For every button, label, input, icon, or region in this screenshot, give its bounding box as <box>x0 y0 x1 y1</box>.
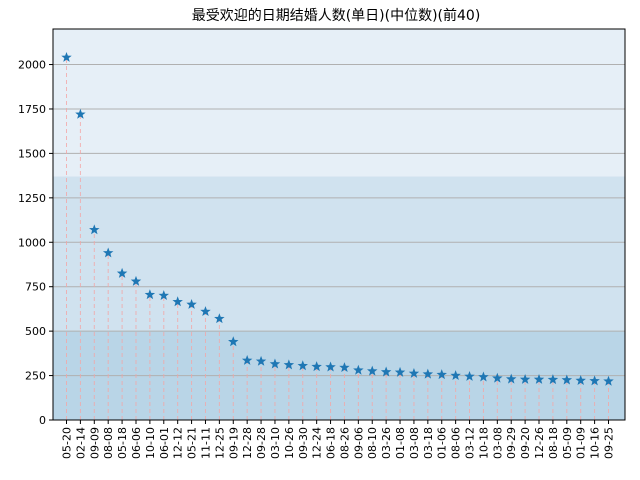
x-tick-label: 05-18 <box>116 427 129 459</box>
x-tick-label: 08-06 <box>450 427 463 459</box>
data-point <box>533 373 545 384</box>
x-tick-label: 06-01 <box>158 427 171 459</box>
data-point <box>353 364 364 375</box>
x-axis: 05-20 02-14 09-09 08-08 05-18 06-06 10-10 06-01… <box>61 420 616 459</box>
data-point <box>492 372 503 383</box>
background-bands <box>53 29 625 420</box>
background-band <box>53 29 625 177</box>
x-tick-label: 12-24 <box>311 427 324 459</box>
x-tick-label: 08-10 <box>366 427 379 459</box>
data-point <box>269 358 281 369</box>
x-tick-label: 12-28 <box>241 427 254 459</box>
y-tick-label: 2000 <box>18 59 46 72</box>
y-tick-label: 0 <box>39 414 46 427</box>
data-point <box>311 361 322 372</box>
x-tick-label: 12-26 <box>533 427 546 459</box>
x-tick-label: 12-25 <box>213 427 226 459</box>
data-point <box>547 374 559 385</box>
x-tick-label: 01-09 <box>575 427 588 459</box>
x-tick-label: 06-06 <box>130 427 143 459</box>
data-point <box>505 373 517 384</box>
x-tick-label: 08-08 <box>102 427 115 459</box>
data-points <box>61 51 614 386</box>
data-point <box>589 375 600 386</box>
data-point <box>61 51 72 62</box>
data-point <box>283 359 295 370</box>
x-tick-label: 01-08 <box>394 427 407 459</box>
x-tick-label: 09-20 <box>519 427 532 459</box>
x-tick-label: 08-18 <box>547 427 560 459</box>
y-tick-label: 1250 <box>18 192 46 205</box>
x-tick-label: 01-06 <box>436 427 449 459</box>
x-tick-label: 09-09 <box>88 427 101 459</box>
x-tick-label: 03-18 <box>422 427 435 459</box>
x-tick-label: 10-26 <box>283 427 296 459</box>
data-point <box>172 296 183 307</box>
x-tick-label: 03-08 <box>491 427 504 459</box>
data-point <box>478 371 489 382</box>
x-tick-label: 05-09 <box>561 427 574 459</box>
data-point <box>325 361 336 372</box>
data-point <box>130 275 142 286</box>
data-point <box>200 306 211 317</box>
data-point <box>561 374 573 385</box>
data-point <box>422 368 434 379</box>
data-point <box>228 336 239 347</box>
data-point <box>116 267 128 278</box>
data-point <box>408 367 420 378</box>
data-point <box>367 365 378 376</box>
data-point <box>297 360 308 371</box>
x-tick-label: 11-11 <box>199 427 212 459</box>
data-point <box>158 290 170 301</box>
y-tick-label: 1750 <box>18 103 46 116</box>
data-point <box>89 224 100 235</box>
x-tick-label: 03-26 <box>380 427 393 459</box>
chart-title: 最受欢迎的日期结婚人数(单日)(中位数)(前40) <box>192 7 481 24</box>
data-point <box>75 108 86 119</box>
plot-frame <box>52 28 626 421</box>
data-point <box>464 370 475 381</box>
x-tick-label: 09-30 <box>297 427 310 459</box>
x-tick-label: 10-16 <box>589 427 602 459</box>
x-tick-label: 06-18 <box>325 427 338 459</box>
y-axis: 0 250 500 750 1000 1250 1500 1750 2000 <box>18 59 53 427</box>
x-tick-label: 09-25 <box>603 427 616 459</box>
y-tick-label: 750 <box>25 281 46 294</box>
data-point <box>339 362 350 373</box>
x-tick-label: 09-06 <box>352 427 365 459</box>
data-point <box>603 375 614 386</box>
x-tick-label: 02-14 <box>74 427 87 459</box>
data-point <box>241 354 253 365</box>
x-tick-label: 08-26 <box>338 427 351 459</box>
x-tick-label: 03-08 <box>408 427 421 459</box>
data-point <box>214 313 225 324</box>
x-tick-label: 05-21 <box>186 427 199 459</box>
stem-lines <box>66 57 609 420</box>
y-tick-label: 1000 <box>18 236 46 249</box>
data-point <box>144 289 156 300</box>
data-point <box>394 366 406 377</box>
data-point <box>450 370 461 381</box>
data-point <box>255 355 267 366</box>
y-tick-label: 250 <box>25 370 46 383</box>
data-point <box>186 298 197 309</box>
y-tick-label: 1500 <box>18 147 46 160</box>
x-tick-label: 10-10 <box>144 427 157 459</box>
x-tick-label: 05-20 <box>61 427 74 459</box>
background-band <box>53 176 625 332</box>
x-tick-label: 09-29 <box>505 427 518 459</box>
x-tick-label: 12-12 <box>172 427 185 459</box>
x-tick-label: 09-28 <box>255 427 268 459</box>
data-point <box>575 375 586 385</box>
data-point <box>519 373 531 384</box>
x-tick-label: 03-10 <box>269 427 282 459</box>
x-tick-label: 10-18 <box>477 427 490 459</box>
data-point <box>436 369 447 380</box>
x-tick-label: 03-12 <box>464 427 477 459</box>
data-point <box>380 366 392 377</box>
y-tick-label: 500 <box>25 325 46 338</box>
data-point <box>102 247 114 258</box>
x-tick-label: 09-19 <box>227 427 240 459</box>
